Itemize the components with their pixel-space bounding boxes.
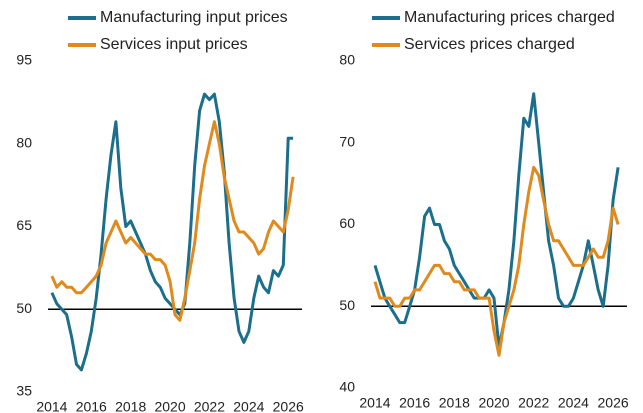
legend-label: Manufacturing input prices [100,9,288,26]
x-tick-label: 2026 [273,399,304,413]
x-tick-label: 2018 [439,395,470,411]
legend-label: Services prices charged [404,36,575,53]
y-tick-label: 65 [16,217,32,233]
x-tick-label: 2022 [518,395,549,411]
legend-label: Services input prices [100,36,248,53]
y-tick-label: 70 [339,133,355,149]
y-tick-label: 60 [339,215,355,231]
y-tick-label: 35 [16,383,32,399]
series-line [373,165,620,357]
series-line [50,92,294,372]
x-tick-label: 2024 [233,399,264,413]
y-tick-label: 80 [16,134,32,150]
y-tick-label: 50 [16,300,32,316]
x-tick-label: 2018 [115,399,146,413]
y-tick-label: 50 [339,297,355,313]
x-tick-label: 2016 [76,399,107,413]
x-tick-label: 2016 [399,395,430,411]
x-tick-label: 2024 [558,395,589,411]
y-tick-label: 40 [339,379,355,395]
x-tick-label: 2026 [598,395,629,411]
x-tick-label: 2020 [154,399,185,413]
x-tick-label: 2020 [478,395,509,411]
legend-label: Manufacturing prices charged [404,9,615,26]
x-tick-label: 2022 [194,399,225,413]
y-tick-label: 95 [16,52,32,68]
x-tick-label: 2014 [36,399,67,413]
series-line [373,92,620,349]
series-line [50,120,295,322]
y-tick-label: 80 [339,52,355,68]
x-tick-label: 2014 [359,395,390,411]
